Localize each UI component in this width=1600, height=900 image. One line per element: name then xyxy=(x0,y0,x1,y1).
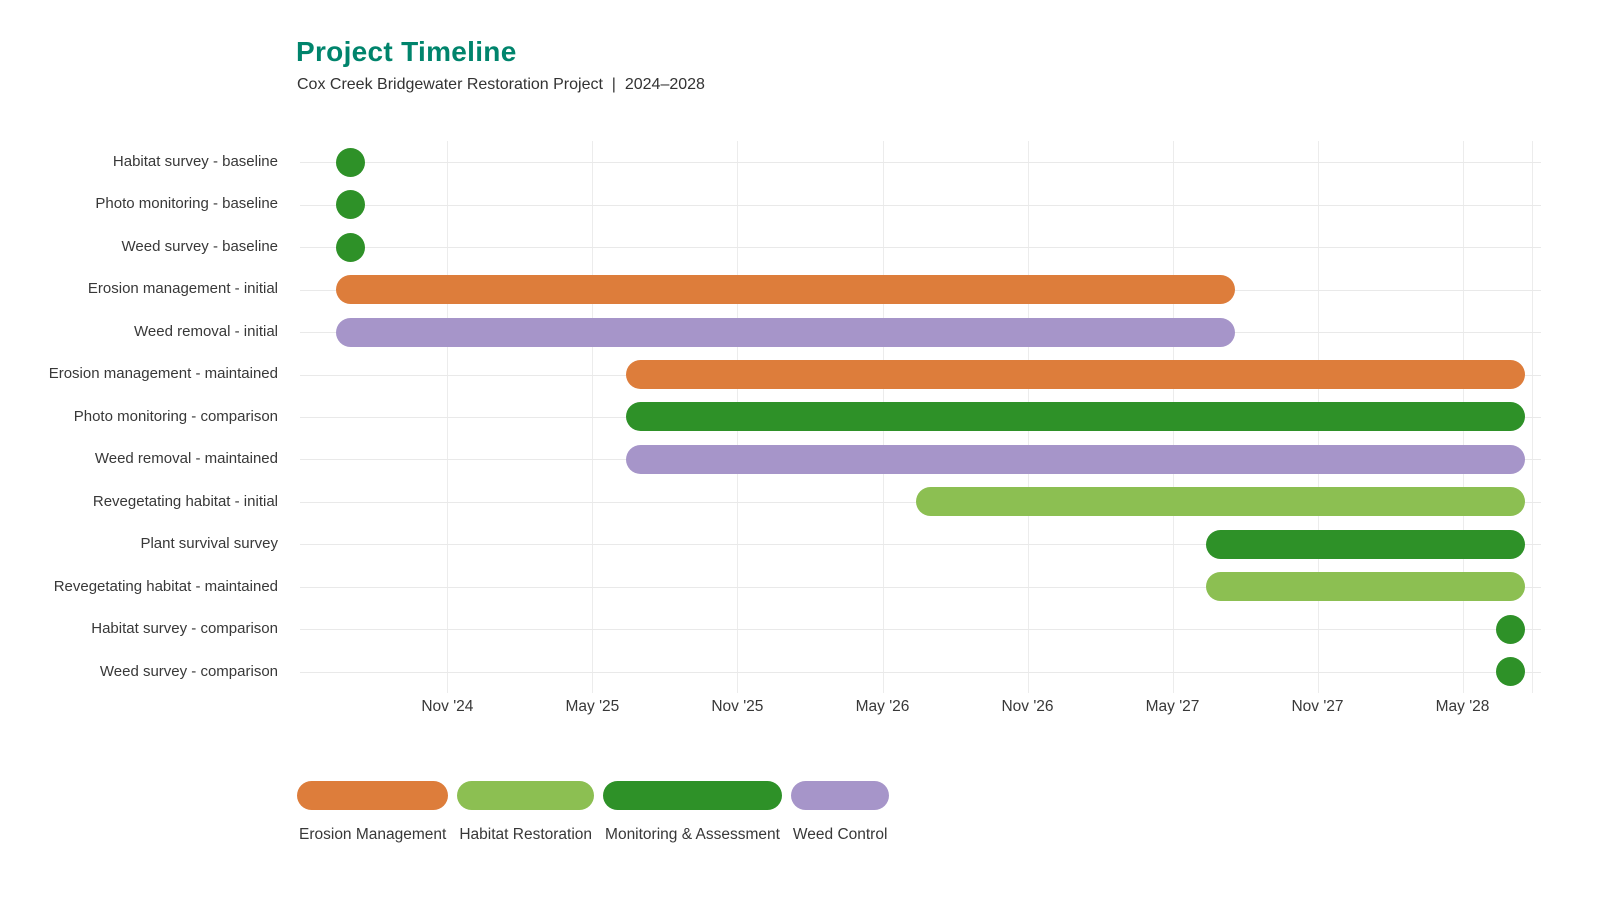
gantt-row xyxy=(300,523,1541,565)
legend-item: Weed Control xyxy=(790,781,890,844)
task-label: Weed survey - baseline xyxy=(121,237,278,255)
row-gridline xyxy=(300,671,1541,673)
legend-swatch xyxy=(457,781,595,810)
legend-item: Monitoring & Assessment xyxy=(603,781,782,844)
task-label: Habitat survey - comparison xyxy=(91,620,278,638)
row-gridline xyxy=(300,544,1541,546)
task-label: Photo monitoring - baseline xyxy=(95,195,278,213)
milestone-dot xyxy=(336,190,366,220)
milestone-dot xyxy=(1496,614,1526,644)
task-label: Weed removal - initial xyxy=(134,322,278,340)
x-tick-label: Nov '26 xyxy=(1001,698,1054,715)
row-gridline xyxy=(300,204,1541,206)
legend-label: Habitat Restoration xyxy=(459,826,593,843)
gantt-row xyxy=(300,268,1541,310)
x-tick-label: Nov '25 xyxy=(711,698,764,715)
x-tick-label: May '25 xyxy=(565,698,620,715)
legend-label: Erosion Management xyxy=(299,826,447,843)
task-label: Erosion management - initial xyxy=(87,280,278,298)
x-tick-label: May '27 xyxy=(1145,698,1200,715)
gantt-row xyxy=(300,566,1541,608)
gantt-row xyxy=(300,183,1541,225)
gantt-bar xyxy=(1206,572,1526,602)
gantt-row xyxy=(300,396,1541,438)
legend-swatch xyxy=(297,781,449,810)
legend-swatch xyxy=(603,781,782,810)
gantt-row xyxy=(300,226,1541,268)
gantt-plot-area xyxy=(300,141,1541,693)
task-label: Photo monitoring - comparison xyxy=(73,407,278,425)
gantt-bar xyxy=(626,444,1526,474)
gantt-bar xyxy=(336,317,1236,347)
milestone-dot xyxy=(1496,657,1526,687)
row-gridline xyxy=(300,247,1541,249)
gantt-bar xyxy=(626,360,1526,390)
x-tick-label: May '26 xyxy=(855,698,910,715)
milestone-dot xyxy=(336,232,366,262)
page-subtitle: Cox Creek Bridgewater Restoration Projec… xyxy=(297,76,705,93)
task-label: Erosion management - maintained xyxy=(48,365,278,383)
x-tick-label: Nov '24 xyxy=(421,698,474,715)
legend-item: Erosion Management xyxy=(297,781,449,844)
x-tick-label: Nov '27 xyxy=(1291,698,1344,715)
gantt-row xyxy=(300,141,1541,183)
row-gridline xyxy=(300,629,1541,631)
task-label: Weed removal - maintained xyxy=(94,450,278,468)
gantt-bar xyxy=(1206,529,1526,559)
gantt-row xyxy=(300,438,1541,480)
x-tick-label: May '28 xyxy=(1435,698,1490,715)
task-label: Revegetating habitat - maintained xyxy=(53,577,278,595)
legend-item: Habitat Restoration xyxy=(457,781,595,844)
gantt-row xyxy=(300,608,1541,650)
legend-label: Weed Control xyxy=(792,826,888,843)
gantt-bar xyxy=(336,275,1236,305)
row-gridline xyxy=(300,162,1541,164)
row-gridline xyxy=(300,586,1541,588)
task-label: Plant survival survey xyxy=(140,535,278,553)
gantt-row xyxy=(300,353,1541,395)
page-title: Project Timeline xyxy=(296,36,517,67)
gantt-row xyxy=(300,311,1541,353)
legend: Erosion Management Habitat Restoration Mon… xyxy=(297,781,890,844)
gantt-row xyxy=(300,651,1541,693)
task-label: Weed survey - comparison xyxy=(99,662,278,680)
milestone-dot xyxy=(336,147,366,177)
x-axis: Nov '24 May '25 Nov '25 May '26 Nov '26 May '… xyxy=(300,698,1535,722)
legend-swatch xyxy=(790,781,890,810)
task-label: Habitat survey - baseline xyxy=(112,153,278,170)
gantt-bar xyxy=(626,402,1526,432)
task-label-column: Habitat survey - baseline Photo monitorin… xyxy=(0,141,286,693)
task-label: Revegetating habitat - initial xyxy=(92,492,278,510)
gantt-row xyxy=(300,481,1541,523)
legend-label: Monitoring & Assessment xyxy=(605,826,780,843)
gantt-bar xyxy=(916,487,1526,517)
